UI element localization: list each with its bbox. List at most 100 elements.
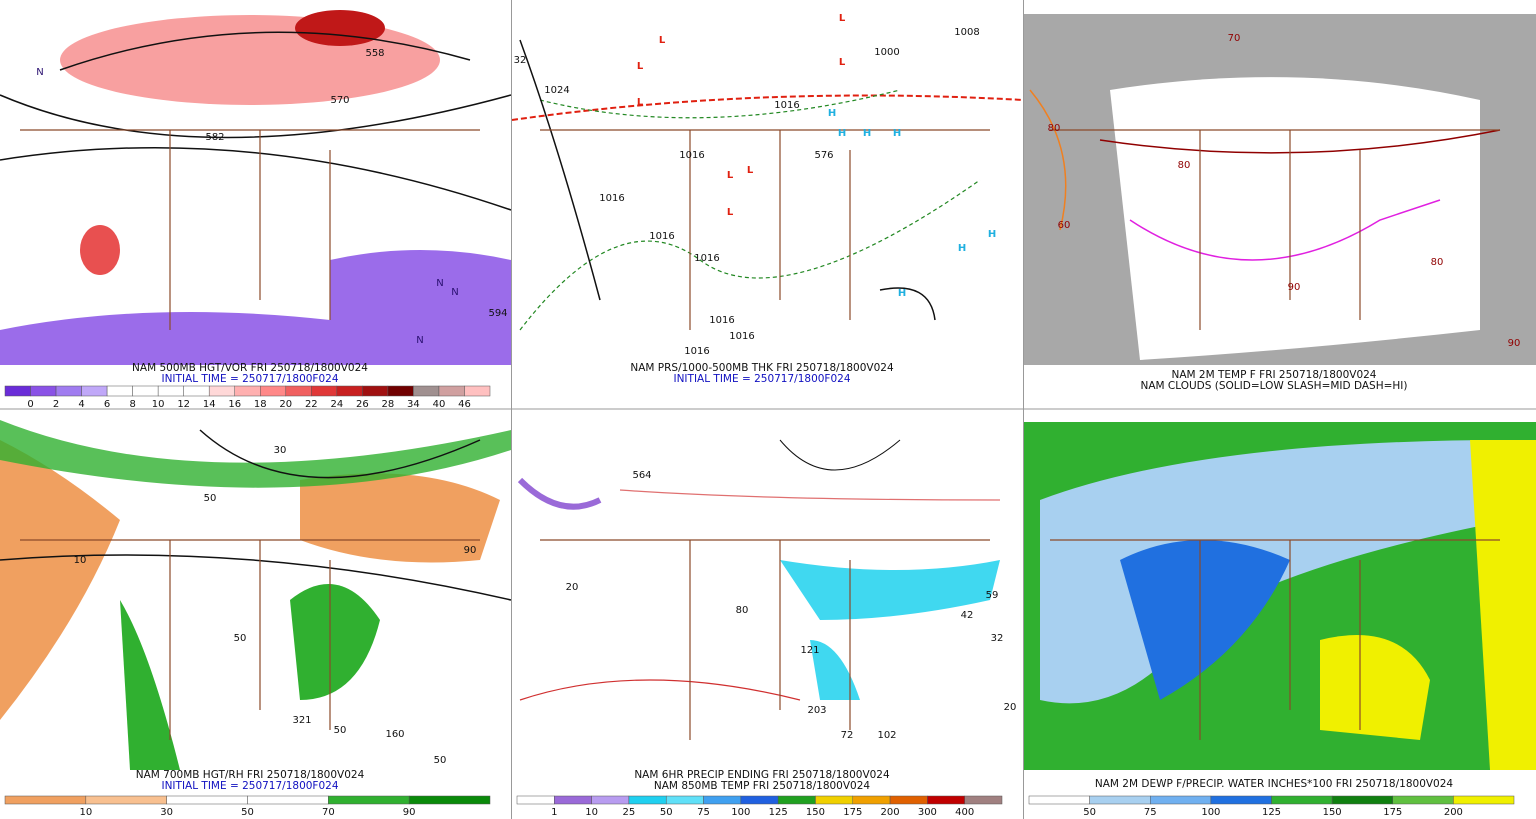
colorbar-label: 50 [1083, 807, 1096, 818]
colorbar-swatch [285, 385, 312, 397]
panel-2-map [511, 39, 1024, 331]
map-label: 1024 [544, 85, 569, 96]
colorbar-swatch [408, 795, 491, 805]
colorbar-label: 10 [152, 399, 165, 410]
map-label: 80 [1048, 123, 1061, 134]
colorbar-swatch [1028, 795, 1090, 805]
colorbar-label: 4 [78, 399, 84, 410]
colorbar-swatch [815, 795, 854, 805]
colorbar-swatch [740, 795, 779, 805]
colorbar-swatch [777, 795, 816, 805]
panel-5-map [517, 439, 1001, 701]
map-label: N [416, 335, 423, 346]
colorbar-swatch [1089, 795, 1151, 805]
colorbar-label: 46 [458, 399, 471, 410]
colorbar-label: 90 [403, 807, 416, 818]
map-label: 50 [434, 755, 447, 766]
colorbar-swatch [362, 385, 389, 397]
map-label: 20 [1004, 702, 1017, 713]
map-label: 70 [1228, 33, 1241, 44]
map-label: 160 [385, 729, 404, 740]
map-label: 102 [877, 730, 896, 741]
caption: NAM 2M TEMP F FRI 250718/1800V024 [1171, 369, 1376, 381]
colorbar-label: 150 [1323, 807, 1342, 818]
map-label: L [637, 61, 644, 72]
map-label: 1016 [774, 100, 799, 111]
caption: NAM PRS/1000-500MB THK FRI 250718/1800V0… [630, 362, 894, 374]
map-label: L [727, 170, 734, 181]
colorbar-label: 28 [382, 399, 395, 410]
map-label: 42 [961, 610, 974, 621]
colorbar-label: 24 [330, 399, 343, 410]
colorbar-swatch [208, 385, 235, 397]
colorbar-label: 25 [623, 807, 636, 818]
colorbar-label: 175 [1383, 807, 1402, 818]
colorbar-label: 400 [955, 807, 974, 818]
colorbar-label: 30 [160, 807, 173, 818]
map-label: 90 [464, 545, 477, 556]
map-label: 1016 [729, 331, 754, 342]
colorbar-swatch [1210, 795, 1272, 805]
colorbar-label: 125 [1262, 807, 1281, 818]
colorbar-swatch [1453, 795, 1515, 805]
map-label: H [893, 128, 901, 139]
colorbar-swatch [4, 795, 87, 805]
map-label: 60 [1058, 220, 1071, 231]
caption: NAM 850MB TEMP FRI 250718/1800V024 [654, 780, 871, 792]
colorbar-label: 75 [1144, 807, 1157, 818]
colorbar-swatch [55, 385, 82, 397]
map-label: 1016 [694, 253, 719, 264]
map-label: H [958, 243, 966, 254]
colorbar-swatch [85, 795, 167, 805]
colorbar-swatch [132, 385, 159, 397]
colorbar-label: 22 [305, 399, 318, 410]
caption: NAM 2M DEWP F/PRECIP. WATER INCHES*100 F… [1095, 778, 1454, 790]
map-label: 203 [807, 705, 826, 716]
map-label: H [838, 128, 846, 139]
colorbar-label: 150 [806, 807, 825, 818]
colorbar-label: 14 [203, 399, 216, 410]
caption: NAM CLOUDS (SOLID=LOW SLASH=MID DASH=HI) [1140, 380, 1407, 392]
colorbar-label: 26 [356, 399, 369, 410]
colorbar-label: 10 [585, 807, 598, 818]
map-label: H [828, 108, 836, 119]
map-label: L [839, 57, 846, 68]
map-label: 1016 [709, 315, 734, 326]
map-label: 59 [986, 590, 999, 601]
colorbar-swatch [1392, 795, 1454, 805]
panel-3-map [1024, 14, 1536, 365]
colorbar-label: 2 [53, 399, 59, 410]
colorbar-label: 200 [881, 807, 900, 818]
colorbar-label: 70 [322, 807, 335, 818]
map-label: 1016 [684, 346, 709, 357]
map-label: 570 [330, 95, 349, 106]
map-label: 80 [1431, 257, 1444, 268]
colorbar-swatch [106, 385, 133, 397]
colorbar-swatch [166, 795, 248, 805]
colorbar-label: 10 [79, 807, 92, 818]
colorbar-label: 20 [279, 399, 292, 410]
colorbar-label: 34 [407, 399, 420, 410]
map-label: 576 [814, 150, 833, 161]
colorbar-swatch [1331, 795, 1393, 805]
map-label: 582 [205, 132, 224, 143]
map-label: 321 [292, 715, 311, 726]
map-label: N [36, 67, 43, 78]
map-label: 90 [1288, 282, 1301, 293]
map-label: 121 [800, 645, 819, 656]
colorbar-swatch [260, 385, 287, 397]
map-label: 10 [74, 555, 87, 566]
map-label: L [839, 13, 846, 24]
colorbar-swatch [964, 795, 1003, 805]
colorbar-label: 75 [697, 807, 710, 818]
map-label: 1016 [649, 231, 674, 242]
colorbar-swatch [1150, 795, 1212, 805]
colorbar-label: 12 [177, 399, 190, 410]
map-label: 32 [991, 633, 1004, 644]
colorbar-label: 0 [27, 399, 33, 410]
colorbar-swatch [157, 385, 184, 397]
colorbar-label: 50 [660, 807, 673, 818]
colorbar-swatch [4, 385, 31, 397]
map-label: L [727, 207, 734, 218]
caption: NAM 500MB HGT/VOR FRI 250718/1800V024 [132, 362, 368, 374]
